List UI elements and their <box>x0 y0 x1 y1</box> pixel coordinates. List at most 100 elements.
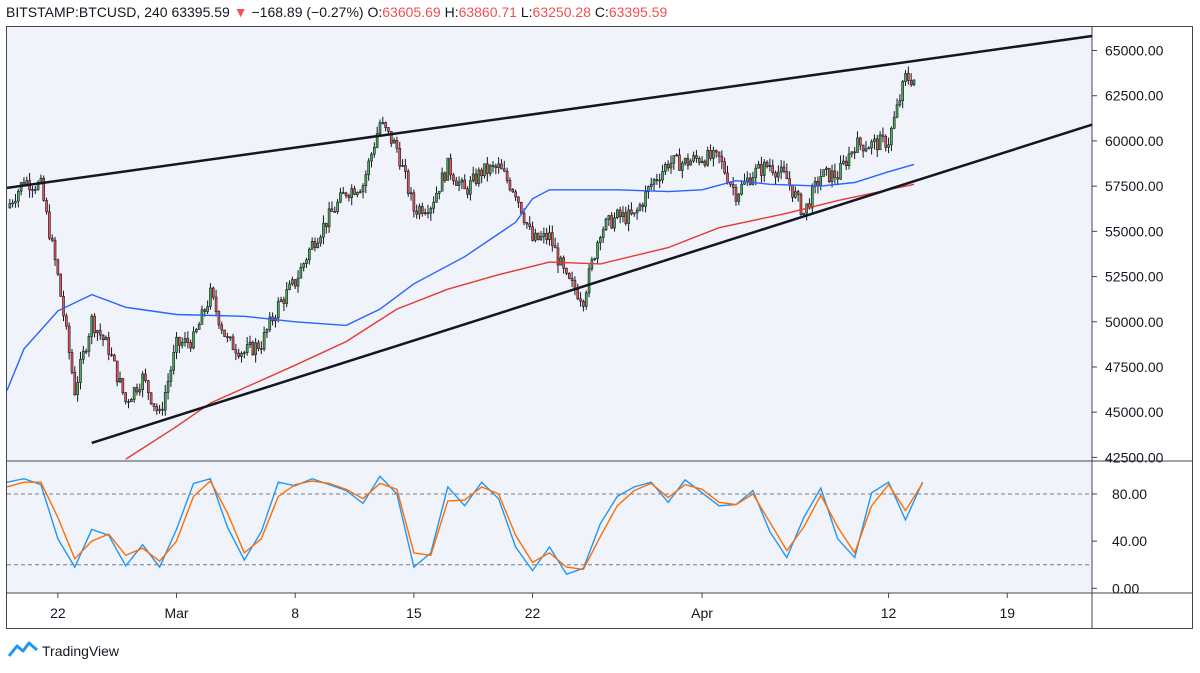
candle-body <box>683 158 687 164</box>
candle-body <box>121 378 125 393</box>
candle-body <box>56 259 60 275</box>
candle-body <box>875 138 879 151</box>
candle-body <box>613 217 616 229</box>
candle-body <box>692 155 695 162</box>
candle-body <box>452 174 455 182</box>
candle-body <box>53 239 57 261</box>
candle-body <box>463 179 467 190</box>
candle-body <box>401 165 404 167</box>
candle-body <box>836 177 840 180</box>
candle-body <box>695 155 698 159</box>
high-label: H: <box>444 4 459 20</box>
candle-body <box>686 158 690 166</box>
tradingview-logo-icon <box>7 640 38 664</box>
tradingview-brand[interactable]: TradingView <box>7 640 120 664</box>
stoch-tick-label: 40.00 <box>1112 533 1147 549</box>
candle-body <box>48 211 51 239</box>
open-label: O: <box>367 4 383 20</box>
stoch-k-line <box>7 475 924 575</box>
candle-body <box>39 177 43 183</box>
candle-body <box>375 133 379 148</box>
trendline-upper <box>7 34 1093 190</box>
symbol-header: BITSTAMP:BTCUSD, 240 63395.59 ▼ −168.89 … <box>6 0 667 24</box>
candle-body <box>276 301 280 319</box>
candle-body <box>859 137 862 146</box>
time-tick-label: 15 <box>406 605 422 621</box>
candle-body <box>748 177 752 185</box>
candle-body <box>539 236 543 240</box>
candle-body <box>779 166 783 173</box>
candle-body <box>195 329 198 333</box>
candle-body <box>480 169 483 177</box>
candle-body <box>567 273 571 279</box>
price-tick-label: 60000.00 <box>1105 133 1164 149</box>
candle-body <box>771 165 775 174</box>
candle-body <box>361 185 365 193</box>
candle-body <box>791 184 794 198</box>
candle-body <box>87 336 91 352</box>
candle-body <box>110 354 113 356</box>
candle-body <box>796 191 800 195</box>
price-tick-label: 57500.00 <box>1105 178 1164 194</box>
candle-body <box>847 153 851 166</box>
candle-body <box>525 222 529 225</box>
candle-body <box>302 263 305 268</box>
candle-body <box>469 180 472 195</box>
price-axis-background <box>1092 27 1192 628</box>
candle-body <box>443 172 447 181</box>
candle-body <box>768 165 772 167</box>
candle-body <box>582 300 585 307</box>
candle-body <box>593 258 597 260</box>
candle-body <box>579 298 582 302</box>
candle-body <box>223 329 226 337</box>
candle-body <box>149 392 153 404</box>
candle-body <box>426 212 430 214</box>
candle-body <box>477 169 481 184</box>
candle-body <box>890 127 893 146</box>
candle-body <box>616 209 619 218</box>
candle-body <box>542 232 546 237</box>
candle-body <box>231 336 235 351</box>
candle-body <box>669 162 673 169</box>
candle-body <box>810 186 814 209</box>
candle-body <box>333 211 337 213</box>
chart-frame[interactable]: 65000.00 62500.00 60000.00 57500.00 55000.00… <box>6 26 1193 629</box>
close-label: C: <box>594 4 609 20</box>
candle-body <box>373 147 376 155</box>
candle-body <box>731 184 735 188</box>
candle-body <box>844 160 848 166</box>
tradingview-label: TradingView <box>42 643 120 659</box>
candle-body <box>257 342 260 349</box>
symbol-title[interactable]: BITSTAMP:BTCUSD, 240 <box>6 4 168 20</box>
time-tick-label: 12 <box>881 605 897 621</box>
candle-body <box>680 162 684 171</box>
candle-body <box>757 163 760 169</box>
candle-body <box>395 139 399 149</box>
candle-body <box>760 163 763 176</box>
candle-body <box>672 155 676 164</box>
candle-body <box>228 336 232 339</box>
candle-body <box>536 232 540 240</box>
price-tick-label: 47500.00 <box>1105 359 1164 375</box>
candle-body <box>415 210 419 215</box>
time-tick-label: Apr <box>691 605 713 621</box>
candle-body <box>864 148 868 152</box>
candle-body <box>262 332 266 350</box>
candle-body <box>183 338 187 343</box>
candle-body <box>146 380 150 394</box>
close-value: 63395.59 <box>608 4 668 20</box>
candle-body <box>389 131 393 144</box>
candle-body <box>350 188 354 198</box>
candle-body <box>79 359 82 383</box>
candle-body <box>514 191 517 198</box>
price-chart[interactable]: 65000.00 62500.00 60000.00 57500.00 55000.00… <box>7 27 1192 628</box>
price-tick-label: 55000.00 <box>1105 223 1164 239</box>
candle-body <box>647 186 650 193</box>
candle-body <box>70 352 74 373</box>
candle-body <box>508 180 512 190</box>
candle-body <box>754 167 758 178</box>
candle-body <box>421 206 424 214</box>
candle-body <box>610 215 613 229</box>
candle-body <box>785 171 789 180</box>
candle-body <box>11 202 14 205</box>
